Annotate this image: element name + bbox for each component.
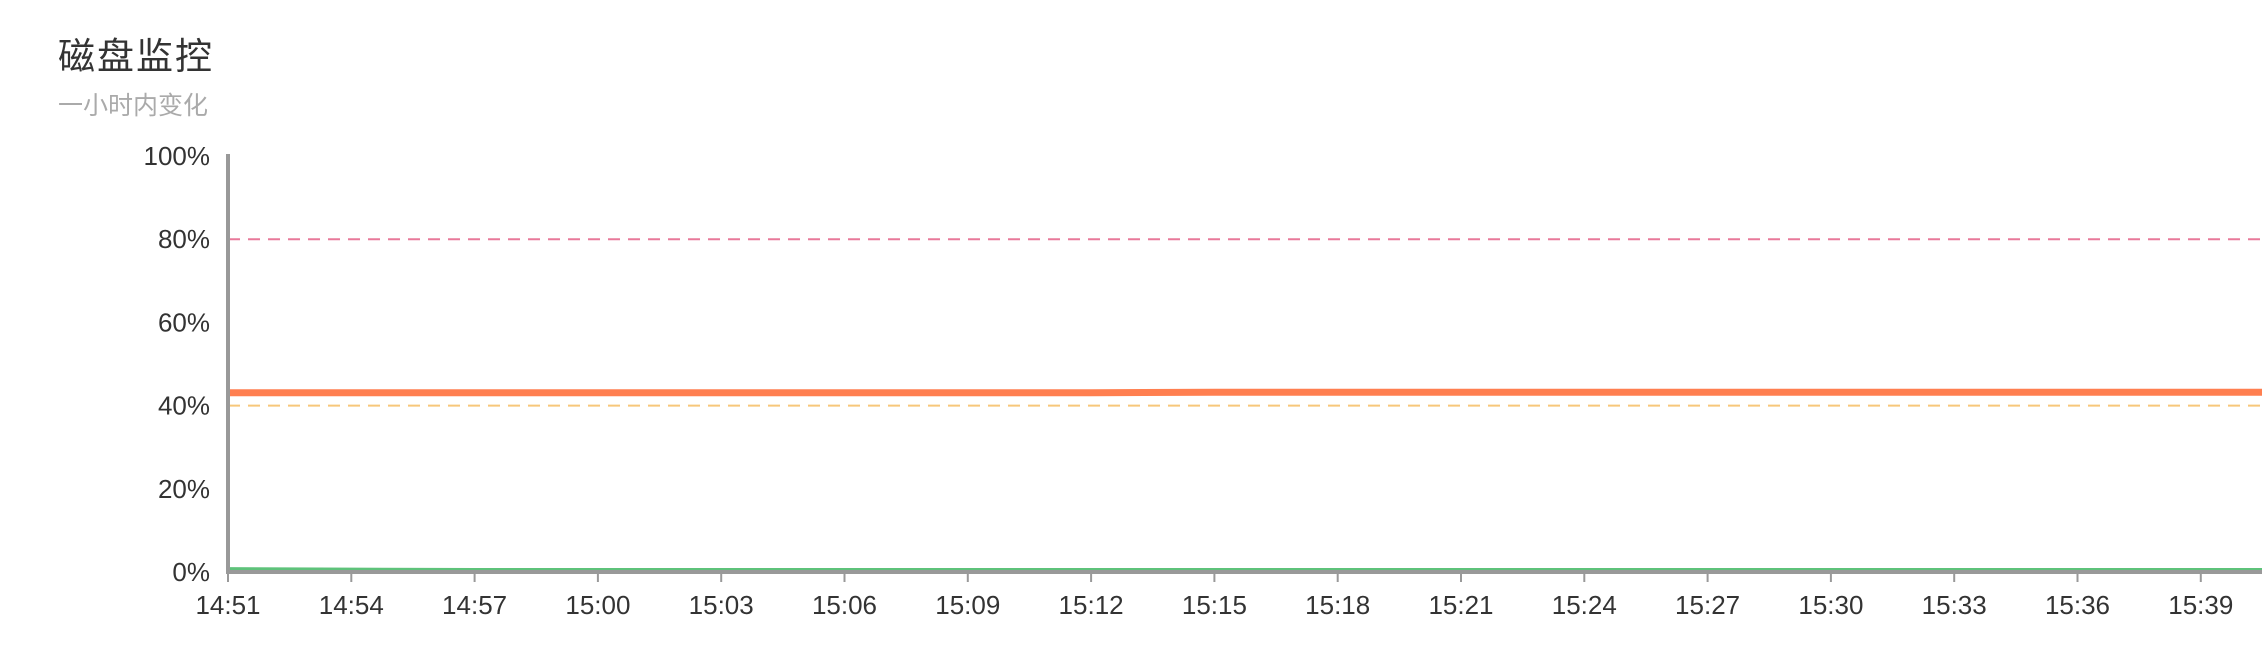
y-tick-label: 60% — [158, 307, 210, 337]
x-tick-label: 15:15 — [1182, 590, 1247, 620]
y-tick-label: 20% — [158, 474, 210, 504]
y-tick-label: 100% — [144, 141, 211, 171]
x-tick-label: 15:18 — [1305, 590, 1370, 620]
x-tick-label: 14:54 — [319, 590, 384, 620]
y-tick-label: 40% — [158, 391, 210, 421]
x-tick-label: 15:21 — [1428, 590, 1493, 620]
chart-title: 磁盘监控 — [58, 36, 214, 77]
series-line-1 — [227, 567, 2262, 572]
x-tick-label: 15:09 — [935, 590, 1000, 620]
x-tick-label: 15:39 — [2168, 590, 2233, 620]
x-tick-label: 15:36 — [2045, 590, 2110, 620]
x-tick-label: 14:51 — [195, 590, 260, 620]
chart-subtitle: 一小时内变化 — [58, 92, 209, 120]
x-tick-label: 15:30 — [1798, 590, 1863, 620]
x-tick-label: 15:12 — [1059, 590, 1124, 620]
x-tick-label: 15:06 — [812, 590, 877, 620]
y-tick-label: 80% — [158, 224, 210, 254]
y-tick-label: 0% — [172, 557, 210, 587]
x-tick-label: 15:03 — [689, 590, 754, 620]
x-tick-label: 15:24 — [1552, 590, 1617, 620]
x-tick-label: 15:27 — [1675, 590, 1740, 620]
x-tick-label: 15:33 — [1922, 590, 1987, 620]
x-tick-label: 14:57 — [442, 590, 507, 620]
x-tick-label: 15:00 — [565, 590, 630, 620]
